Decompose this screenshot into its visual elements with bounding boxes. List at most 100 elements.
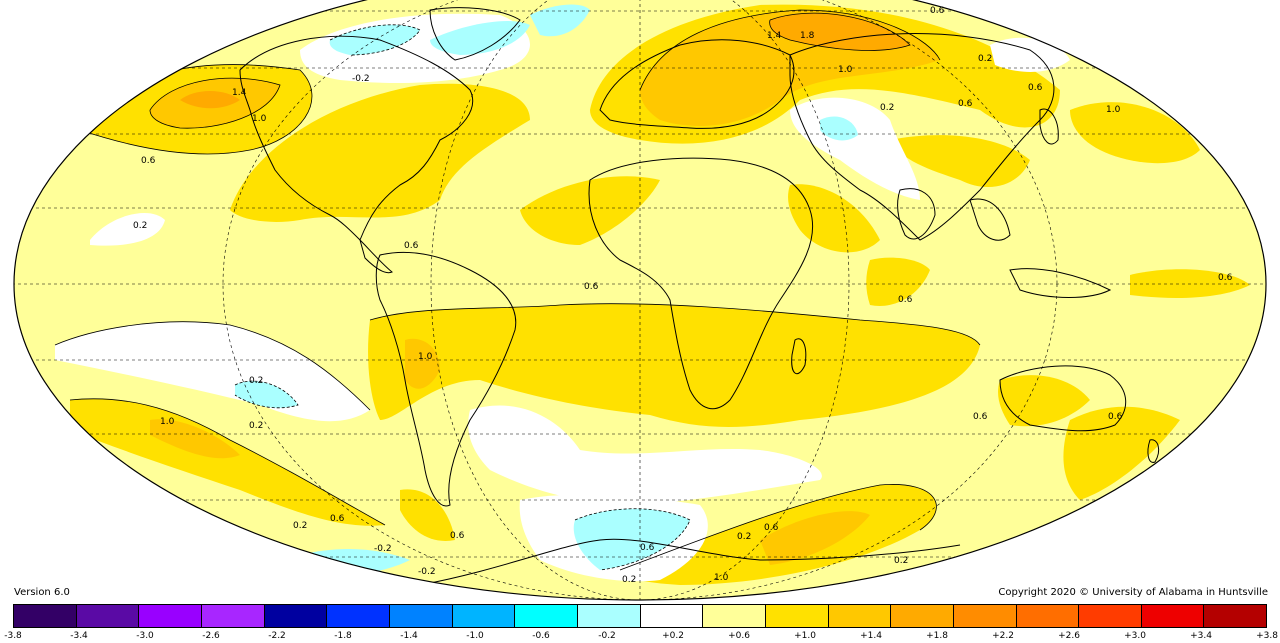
colorbar-tick-label: -0.2 [598, 631, 616, 641]
colorbar-tick-label: -0.6 [532, 631, 550, 641]
colorbar-ticks: -3.8 -3.4 -3.0 -2.6 -2.2 -1.8 -1.4 -1.0 -0.6 -0.2… [4, 631, 1278, 643]
contour-label: -0.2 [352, 74, 370, 84]
contour-label: 0.6 [330, 514, 345, 524]
colorbar-swatch [389, 605, 453, 627]
colorbar-tick-label: +1.8 [926, 631, 948, 641]
coast-asia [789, 33, 1055, 241]
colorbar-tick-label: -2.2 [268, 631, 286, 641]
colorbar-tick-label: -1.4 [400, 631, 418, 641]
colorbar-tick-label: +2.2 [992, 631, 1014, 641]
colorbar-tick-label: -1.8 [334, 631, 352, 641]
anomaly-fill-warm-australia [998, 375, 1090, 427]
colorbar-swatch [139, 605, 202, 627]
contour-label: 1.8 [800, 31, 815, 41]
contour-label: 0.6 [764, 523, 779, 533]
contour-label: 1.0 [838, 65, 853, 75]
anomaly-fill-cool-antarctic [573, 508, 690, 570]
colorbar-tick-label: +3.0 [1124, 631, 1146, 641]
colorbar-tick-label: -1.0 [466, 631, 484, 641]
anomaly-fill-warm-atlantic [520, 176, 660, 245]
contour-label: 0.2 [880, 103, 894, 113]
colorbar-swatch [828, 605, 892, 627]
colorbar-tick-label: -3.4 [70, 631, 88, 641]
meridian-line [430, 0, 850, 600]
anomaly-fill-cool-arctic-atlantic [430, 20, 530, 55]
contour-line [54, 321, 371, 411]
anomaly-fill-warm-drake [400, 489, 455, 541]
contour-label: -0.2 [418, 567, 436, 577]
anomaly-fill-cool-svalbard [530, 4, 590, 37]
anomaly-fill-neutral-bering [990, 37, 1070, 72]
contour-label: 1.0 [714, 573, 729, 583]
anomaly-fill-warm-west-pacific [1130, 269, 1250, 298]
contour-label: 0.6 [141, 156, 156, 166]
anomaly-fill-warm-north-america [230, 83, 530, 222]
contour-label: 0.2 [978, 54, 992, 64]
contour-label: 0.6 [973, 412, 988, 422]
anomaly-fill-cool-greenland [329, 24, 420, 55]
version-label: Version 6.0 [14, 587, 70, 598]
contour-line [69, 398, 386, 526]
contour-line [769, 12, 911, 51]
contour-label: 1.0 [160, 417, 175, 427]
contour-label: 0.6 [930, 6, 945, 16]
coast-india [897, 188, 936, 240]
anomaly-fill-cool-south-pacific [235, 381, 298, 408]
contour-label: -0.2 [374, 544, 392, 554]
colorbar-tick-label: +1.4 [860, 631, 882, 641]
colorbar-swatch [14, 605, 77, 627]
colorbar-swatch [264, 605, 328, 627]
coast-indonesia [1009, 268, 1112, 298]
colorbar [13, 604, 1267, 628]
coast-europe [599, 39, 795, 129]
contour-label: 0.2 [133, 221, 147, 231]
coast-africa [588, 157, 814, 410]
contour-label: 1.0 [1106, 105, 1121, 115]
colorbar-tick-label: -2.6 [202, 631, 220, 641]
colorbar-swatch [1016, 605, 1080, 627]
contour-label: 0.6 [1028, 83, 1043, 93]
contour-label: 0.2 [249, 376, 263, 386]
colorbar-tick-label: +0.2 [662, 631, 684, 641]
anomaly-fill-warm-south-pacific [70, 398, 385, 526]
contour-label: 0.6 [958, 99, 973, 109]
colorbar-tick-label: +3.8 [1256, 631, 1278, 641]
colorbar-swatch [201, 605, 265, 627]
copyright-label: Copyright 2020 © University of Alabama i… [998, 587, 1268, 598]
anomaly-fill-warm-arabia [788, 184, 880, 253]
contour-label: 0.6 [640, 543, 655, 553]
contour-label: 0.6 [898, 295, 913, 305]
coast-central-america [359, 238, 393, 274]
coast-australia [999, 365, 1127, 432]
coastlines [239, 7, 1160, 586]
contour-label: 0.6 [1108, 412, 1123, 422]
contour-label: 1.0 [418, 352, 433, 362]
colorbar-tick-label: -3.0 [136, 631, 154, 641]
contour-label: 0.2 [249, 421, 263, 431]
colorbar-swatch [703, 605, 766, 627]
graticule [14, 0, 1266, 600]
colorbar-tick-label: -3.8 [4, 631, 22, 641]
contour-label: 0.2 [622, 575, 636, 585]
colorbar-swatch [76, 605, 140, 627]
anomaly-fill-warm2-andes [405, 338, 440, 389]
colorbar-tick-label: +3.4 [1190, 631, 1212, 641]
contour-label: 0.2 [737, 532, 751, 542]
colorbar-tick-label: +2.6 [1058, 631, 1080, 641]
contour-label: 1.4 [232, 88, 247, 98]
colorbar-swatch [640, 605, 704, 627]
colorbar-swatch [327, 605, 390, 627]
contour-labels: 1.4 1.0 0.6 0.2 -0.2 1.8 1.4 1.0 0.6 0.2… [133, 6, 1233, 585]
colorbar-swatch [515, 605, 578, 627]
colorbar-swatch [765, 605, 829, 627]
coast-north-america [239, 35, 474, 241]
contour-line-dashed [234, 380, 299, 409]
anomaly-fill-warm2-south-pacific [150, 419, 240, 459]
coast-japan [1039, 108, 1059, 145]
contour-label: 0.6 [1218, 273, 1233, 283]
anomaly-fill-neutral-pacific [90, 212, 165, 246]
contour-label: 0.6 [584, 282, 599, 292]
globe-outline [13, 0, 1267, 601]
colorbar-swatch [1079, 605, 1142, 627]
colorbar-swatch [1204, 605, 1267, 627]
